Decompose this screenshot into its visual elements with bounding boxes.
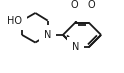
Text: N: N <box>72 42 79 52</box>
Text: HO: HO <box>7 16 22 26</box>
Text: O: O <box>71 0 78 10</box>
Text: N: N <box>78 6 86 16</box>
Text: N: N <box>44 30 51 40</box>
Text: O: O <box>88 0 95 10</box>
